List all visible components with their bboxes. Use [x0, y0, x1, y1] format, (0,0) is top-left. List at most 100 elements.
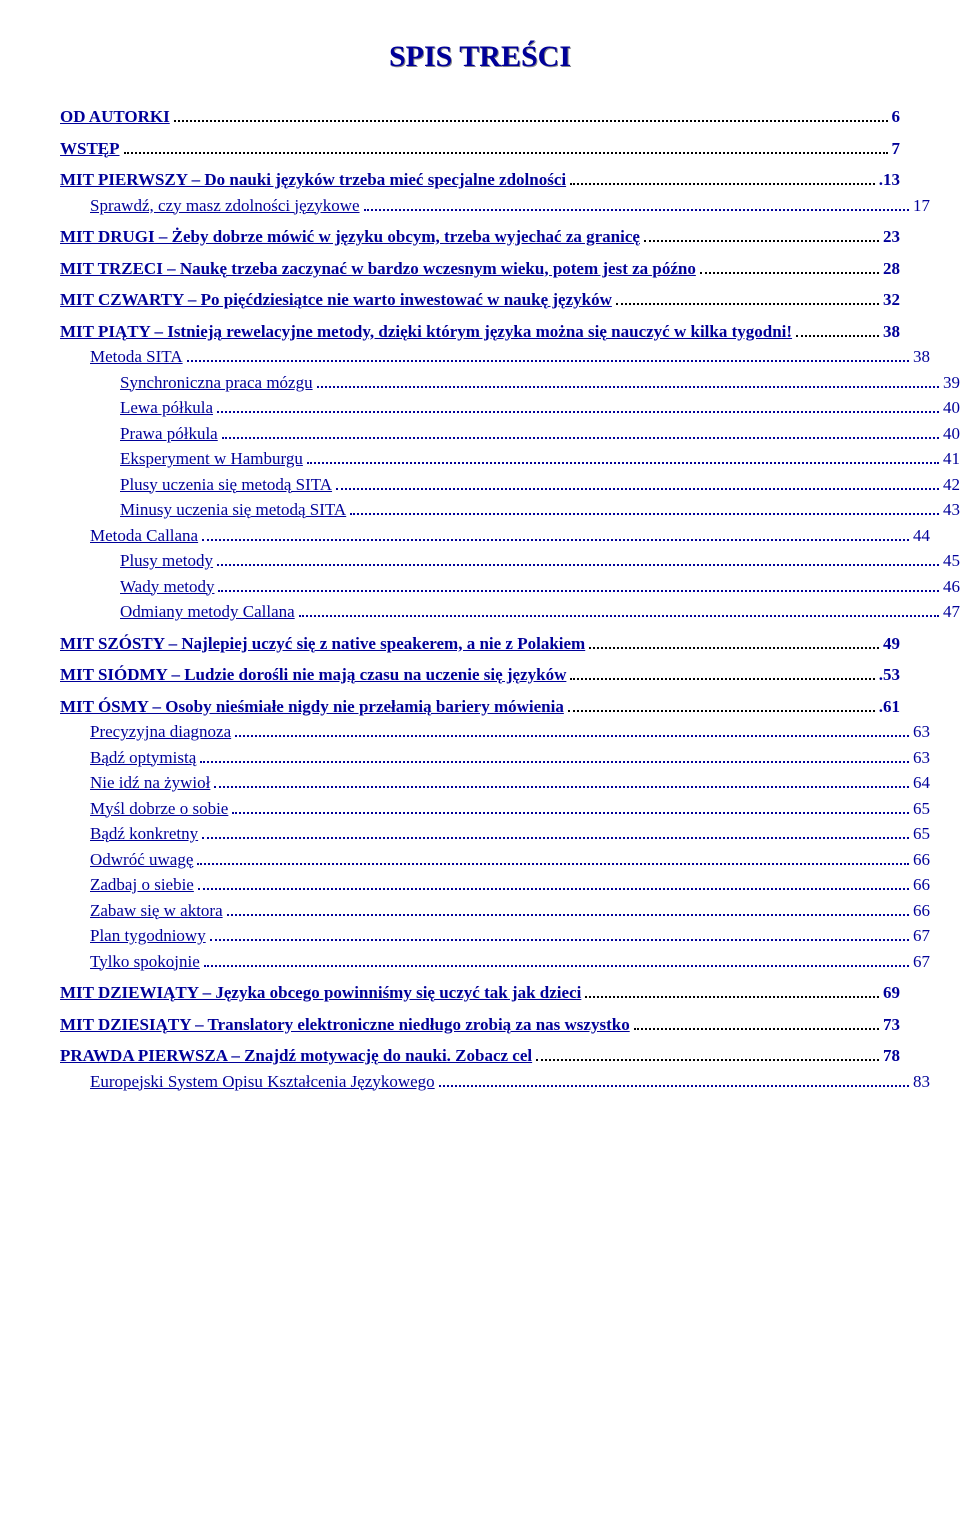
toc-entry-label[interactable]: Synchroniczna praca mózgu: [120, 370, 313, 396]
toc-entry[interactable]: MIT CZWARTY – Po pięćdziesiątce nie wart…: [60, 287, 900, 313]
toc-entry-label[interactable]: Bądź optymistą: [90, 745, 196, 771]
toc-entry-label[interactable]: WSTĘP: [60, 136, 120, 162]
toc-entry[interactable]: MIT DZIESIĄTY – Translatory elektroniczn…: [60, 1012, 900, 1038]
toc-entry-page: 66: [913, 898, 930, 924]
toc-entry[interactable]: Prawa półkula 40: [60, 421, 960, 447]
toc-entry[interactable]: Zabaw się w aktora 66: [60, 898, 930, 924]
toc-entry-label[interactable]: MIT DZIEWIĄTY – Języka obcego powinniśmy…: [60, 980, 581, 1006]
toc-entry-label[interactable]: Plan tygodniowy: [90, 923, 206, 949]
toc-entry[interactable]: Synchroniczna praca mózgu39: [60, 370, 960, 396]
toc-entry-page: 6: [892, 104, 901, 130]
toc-dot-leader: [439, 1085, 909, 1087]
toc-entry[interactable]: Eksperyment w Hamburgu41: [60, 446, 960, 472]
toc-entry-page: 78: [883, 1043, 900, 1069]
toc-entry[interactable]: MIT SIÓDMY – Ludzie dorośli nie mają cza…: [60, 662, 900, 688]
toc-entry[interactable]: Myśl dobrze o sobie65: [60, 796, 930, 822]
toc-dot-leader: [589, 647, 879, 649]
toc-entry[interactable]: OD AUTORKI 6: [60, 104, 900, 130]
toc-dot-leader: [616, 303, 879, 305]
toc-entry[interactable]: Bądź konkretny65: [60, 821, 930, 847]
toc-entry[interactable]: Bądź optymistą 63: [60, 745, 930, 771]
toc-entry-label[interactable]: MIT PIĄTY – Istnieją rewelacyjne metody,…: [60, 319, 792, 345]
toc-entry-page: 7: [892, 136, 901, 162]
toc-entry-label[interactable]: Sprawdź, czy masz zdolności językowe: [90, 193, 360, 219]
toc-entry-label[interactable]: Odwróć uwagę: [90, 847, 193, 873]
toc-entry-label[interactable]: MIT CZWARTY – Po pięćdziesiątce nie wart…: [60, 287, 612, 313]
toc-entry-label[interactable]: Metoda Callana: [90, 523, 198, 549]
toc-entry-label[interactable]: Nie idź na żywioł: [90, 770, 210, 796]
toc-entry-label[interactable]: Odmiany metody Callana: [120, 599, 295, 625]
toc-dot-leader: [217, 411, 939, 413]
toc-entry-label[interactable]: MIT PIERWSZY – Do nauki języków trzeba m…: [60, 167, 566, 193]
toc-entry-page: .61: [879, 694, 900, 720]
toc-entry[interactable]: Precyzyjna diagnoza63: [60, 719, 930, 745]
toc-entry-page: .53: [879, 662, 900, 688]
toc-entry-label[interactable]: MIT SIÓDMY – Ludzie dorośli nie mają cza…: [60, 662, 566, 688]
toc-entry[interactable]: MIT SZÓSTY – Najlepiej uczyć się z nativ…: [60, 631, 900, 657]
toc-entry[interactable]: MIT DRUGI – Żeby dobrze mówić w języku o…: [60, 224, 900, 250]
toc-dot-leader: [202, 539, 909, 541]
toc-entry-label[interactable]: Plusy metody: [120, 548, 213, 574]
toc-entry-label[interactable]: OD AUTORKI: [60, 104, 170, 130]
toc-dot-leader: [350, 513, 939, 515]
toc-entry[interactable]: MIT TRZECI – Naukę trzeba zaczynać w bar…: [60, 256, 900, 282]
toc-entry-page: 67: [913, 949, 930, 975]
toc-dot-leader: [307, 462, 939, 464]
toc-entry-label[interactable]: Lewa półkula: [120, 395, 213, 421]
toc-entry[interactable]: WSTĘP 7: [60, 136, 900, 162]
toc-entry-label[interactable]: Plusy uczenia się metodą SITA: [120, 472, 332, 498]
toc-entry-page: 42: [943, 472, 960, 498]
toc-entry-page: 40: [943, 421, 960, 447]
toc-entry-label[interactable]: Eksperyment w Hamburgu: [120, 446, 303, 472]
toc-entry-label[interactable]: Bądź konkretny: [90, 821, 198, 847]
toc-entry-label[interactable]: Zabaw się w aktora: [90, 898, 223, 924]
toc-entry-label[interactable]: MIT SZÓSTY – Najlepiej uczyć się z nativ…: [60, 631, 585, 657]
toc-entry-label[interactable]: Europejski System Opisu Kształcenia Języ…: [90, 1069, 435, 1095]
toc-entry-label[interactable]: Wady metody: [120, 574, 214, 600]
toc-entry[interactable]: Nie idź na żywioł64: [60, 770, 930, 796]
toc-entry[interactable]: Zadbaj o siebie66: [60, 872, 930, 898]
toc-entry[interactable]: Metoda SITA38: [60, 344, 930, 370]
toc-entry[interactable]: MIT PIERWSZY – Do nauki języków trzeba m…: [60, 167, 900, 193]
toc-dot-leader: [198, 888, 909, 890]
toc-entry[interactable]: MIT ÓSMY – Osoby nieśmiałe nigdy nie prz…: [60, 694, 900, 720]
table-of-contents: OD AUTORKI 6 WSTĘP 7 MIT PIERWSZY – Do nauki…: [60, 104, 900, 1094]
toc-entry-label[interactable]: MIT ÓSMY – Osoby nieśmiałe nigdy nie prz…: [60, 694, 564, 720]
toc-entry-label[interactable]: Metoda SITA: [90, 344, 183, 370]
toc-entry-label[interactable]: MIT DZIESIĄTY – Translatory elektroniczn…: [60, 1012, 630, 1038]
toc-entry-label[interactable]: Tylko spokojnie: [90, 949, 200, 975]
toc-entry-page: 63: [913, 745, 930, 771]
toc-dot-leader: [796, 335, 879, 337]
toc-entry[interactable]: Wady metody46: [60, 574, 960, 600]
toc-entry[interactable]: Sprawdź, czy masz zdolności językowe17: [60, 193, 930, 219]
toc-entry-label[interactable]: Minusy uczenia się metodą SITA: [120, 497, 346, 523]
toc-entry[interactable]: Europejski System Opisu Kształcenia Języ…: [60, 1069, 930, 1095]
toc-entry-page: 40: [943, 395, 960, 421]
toc-entry-label[interactable]: Precyzyjna diagnoza: [90, 719, 231, 745]
toc-entry[interactable]: Odwróć uwagę 66: [60, 847, 930, 873]
toc-entry[interactable]: Minusy uczenia się metodą SITA43: [60, 497, 960, 523]
toc-entry-label[interactable]: MIT TRZECI – Naukę trzeba zaczynać w bar…: [60, 256, 696, 282]
toc-entry[interactable]: PRAWDA PIERWSZA – Znajdź motywację do na…: [60, 1043, 900, 1069]
toc-entry-label[interactable]: Prawa półkula: [120, 421, 218, 447]
toc-entry[interactable]: Metoda Callana44: [60, 523, 930, 549]
toc-entry-page: 69: [883, 980, 900, 1006]
toc-entry-label[interactable]: MIT DRUGI – Żeby dobrze mówić w języku o…: [60, 224, 640, 250]
toc-entry-label[interactable]: PRAWDA PIERWSZA – Znajdź motywację do na…: [60, 1043, 532, 1069]
toc-entry[interactable]: MIT PIĄTY – Istnieją rewelacyjne metody,…: [60, 319, 900, 345]
toc-entry-page: 23: [883, 224, 900, 250]
toc-entry[interactable]: Plan tygodniowy67: [60, 923, 930, 949]
toc-entry-label[interactable]: Zadbaj o siebie: [90, 872, 194, 898]
toc-dot-leader: [227, 914, 909, 916]
toc-dot-leader: [200, 761, 909, 763]
toc-entry[interactable]: MIT DZIEWIĄTY – Języka obcego powinniśmy…: [60, 980, 900, 1006]
toc-dot-leader: [700, 272, 879, 274]
toc-entry-label[interactable]: Myśl dobrze o sobie: [90, 796, 228, 822]
toc-entry[interactable]: Plusy metody45: [60, 548, 960, 574]
toc-entry-page: 66: [913, 847, 930, 873]
toc-entry[interactable]: Tylko spokojnie 67: [60, 949, 930, 975]
toc-entry[interactable]: Lewa półkula 40: [60, 395, 960, 421]
toc-entry[interactable]: Plusy uczenia się metodą SITA 42: [60, 472, 960, 498]
toc-dot-leader: [317, 386, 939, 388]
toc-entry[interactable]: Odmiany metody Callana47: [60, 599, 960, 625]
